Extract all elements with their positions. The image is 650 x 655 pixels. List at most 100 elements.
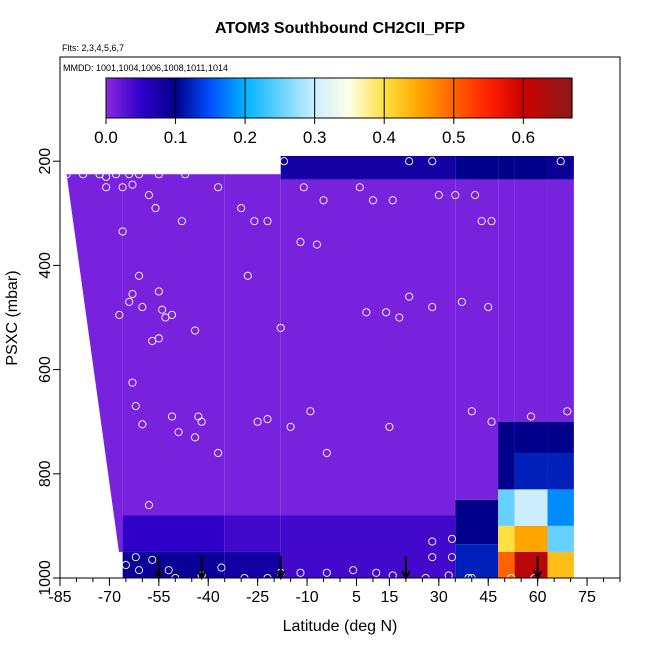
colorbar-swatch — [201, 78, 205, 118]
colorbar-swatch — [152, 78, 156, 118]
colorbar-swatch — [538, 78, 542, 118]
sample-point — [312, 240, 321, 249]
colorbar-swatch — [214, 78, 218, 118]
sample-point — [434, 191, 443, 200]
colorbar-swatch — [194, 78, 198, 118]
x-tick-label: 5 — [352, 589, 361, 606]
colorbar-swatch — [427, 78, 431, 118]
sample-point — [395, 313, 404, 322]
colorbar-swatch — [341, 78, 345, 118]
sample-point — [191, 326, 200, 335]
colorbar-swatch — [411, 78, 415, 118]
colorbar-swatch — [486, 78, 490, 118]
colorbar-swatch — [305, 78, 309, 118]
colorbar-swatch — [370, 78, 374, 118]
sample-point — [296, 237, 305, 247]
sample-point — [62, 170, 71, 179]
sample-point — [368, 196, 377, 205]
colorbar-swatch — [520, 78, 524, 118]
colorbar-swatch — [248, 78, 252, 118]
field-cell — [224, 515, 281, 552]
x-tick-label: 30 — [430, 589, 448, 606]
colorbar-swatch — [320, 78, 325, 118]
colorbar-swatch — [206, 78, 211, 118]
sample-point — [121, 560, 130, 570]
colorbar-swatch — [452, 78, 457, 118]
colorbar-swatch — [157, 78, 161, 118]
colorbar-swatch — [181, 78, 185, 118]
field-cell — [122, 515, 225, 552]
sample-point — [428, 553, 437, 562]
y-axis-label: PSXC (mbar) — [4, 270, 21, 365]
y-tick-label: 400 — [37, 252, 54, 279]
sample-point — [158, 305, 167, 314]
colorbar-swatch — [483, 78, 488, 118]
field-cell — [498, 525, 515, 552]
colorbar-swatch — [175, 78, 180, 118]
colorbar-swatch — [178, 78, 182, 118]
field-cell — [122, 174, 225, 516]
sample-point — [428, 157, 437, 166]
sample-point — [131, 402, 140, 411]
colorbar-swatch — [540, 78, 545, 118]
sample-point — [372, 568, 381, 577]
field-cell — [224, 174, 281, 516]
colorbar-swatch — [401, 78, 405, 118]
colorbar-swatch — [315, 78, 319, 118]
colorbar-swatch — [106, 78, 110, 118]
y-tick-label: 1000 — [37, 560, 54, 596]
colorbar-swatch — [199, 78, 203, 118]
colorbar-swatch — [131, 78, 136, 118]
colorbar-swatch — [403, 78, 407, 118]
coverage-mask — [109, 551, 123, 578]
colorbar-swatch — [424, 78, 428, 118]
sample-point — [191, 433, 200, 442]
colorbar-swatch — [331, 78, 335, 118]
sample-points — [62, 157, 572, 583]
colorbar-swatch — [222, 78, 226, 118]
colorbar-swatch — [548, 78, 552, 118]
field-cell — [498, 551, 515, 578]
field-cell — [547, 452, 574, 490]
colorbar-swatch — [150, 78, 154, 118]
colorbar-swatch — [227, 78, 231, 118]
field-cell — [514, 551, 548, 578]
colorbar-swatch — [507, 78, 511, 118]
colorbar-swatch — [160, 78, 164, 118]
x-axis-label: Latitude (deg N) — [283, 618, 398, 635]
colorbar-swatch — [390, 78, 394, 118]
field-cell — [224, 551, 281, 578]
colorbar-swatch — [274, 78, 278, 118]
sample-point — [138, 420, 147, 429]
sample-point — [527, 412, 536, 421]
colorbar-swatch — [250, 78, 255, 118]
sample-point — [362, 308, 371, 317]
x-tick-label: -85 — [48, 589, 71, 606]
colorbar-swatch — [302, 78, 306, 118]
colorbar-tick-label: 0.3 — [303, 128, 327, 147]
colorbar-swatch — [377, 78, 382, 118]
colorbar-swatch — [434, 78, 438, 118]
field-cell — [498, 155, 515, 180]
colorbar-swatch — [186, 78, 190, 118]
sample-point — [237, 204, 246, 213]
colorbar-swatch — [450, 78, 454, 118]
colorbar-swatch — [515, 78, 519, 118]
colorbar-swatch — [217, 78, 221, 118]
sample-point — [154, 334, 163, 343]
colorbar-swatch — [395, 78, 400, 118]
colorbar-swatch — [318, 78, 322, 118]
colorbar-swatch — [566, 78, 571, 118]
field-cell — [514, 155, 548, 180]
colorbar-tick-label: 0.5 — [442, 128, 466, 147]
colorbar-swatch — [530, 78, 534, 118]
x-tick-label: -70 — [98, 589, 121, 606]
colorbar-swatch — [559, 78, 563, 118]
sample-point — [447, 553, 457, 562]
colorbar-swatch — [553, 78, 558, 118]
colorbar-swatch — [473, 78, 477, 118]
field-cell — [280, 179, 456, 516]
sample-point — [428, 303, 437, 312]
sample-point — [148, 555, 157, 564]
sample-point — [253, 417, 262, 426]
